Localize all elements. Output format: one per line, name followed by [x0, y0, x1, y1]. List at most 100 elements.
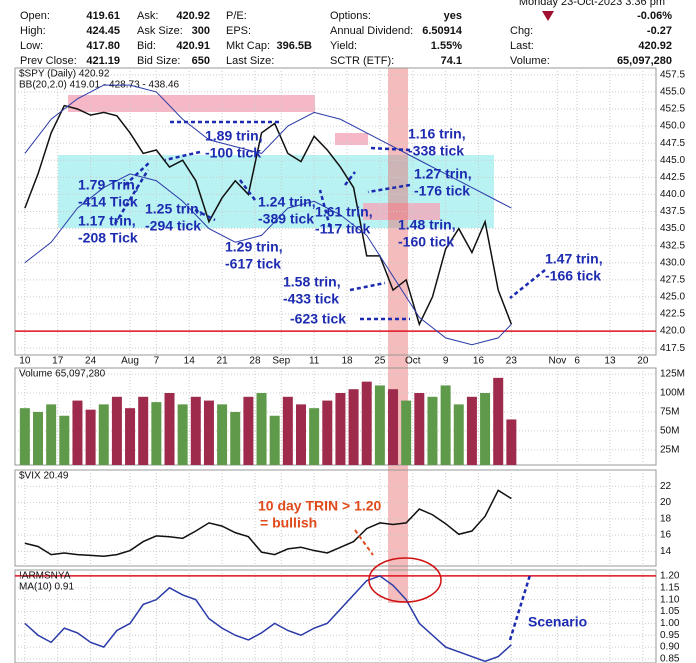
volume-bar: [322, 400, 333, 465]
x-tick-label: 20: [637, 356, 649, 367]
panel-legend: MA(10) 0.91: [19, 582, 74, 593]
down-arrow: [542, 11, 554, 21]
y-tick-label: 14: [660, 546, 672, 557]
y-tick-label: 450.0: [660, 121, 685, 132]
panel-legend: $SPY (Daily) 420.92: [19, 69, 110, 80]
panel-legend: $VIX 20.49: [19, 471, 69, 482]
quote-value: 420.92: [638, 40, 672, 52]
y-tick-label: 435.0: [660, 223, 685, 234]
volume-bar: [164, 393, 175, 465]
volume-bar: [427, 396, 438, 465]
annotation: 1.89 trin,: [205, 128, 263, 144]
resistance-zone: [363, 203, 440, 220]
y-tick-label: 22: [660, 481, 672, 492]
y-tick-label: 20: [660, 497, 672, 508]
arrow: [124, 161, 151, 186]
quote-value: 65,097,280: [617, 55, 672, 67]
x-tick-label: Sep: [272, 356, 290, 367]
annotation: -414 Tick: [78, 194, 138, 210]
arrow: [508, 574, 532, 641]
volume-bar: [98, 404, 109, 465]
resistance-zone: [335, 133, 368, 145]
volume-bar: [59, 415, 70, 465]
volume-bar: [282, 396, 293, 465]
quote-label: Chg:: [510, 25, 533, 37]
volume-bar: [453, 404, 464, 465]
volume-bar: [388, 389, 399, 465]
arrow: [367, 183, 411, 194]
x-tick-label: Aug: [121, 356, 139, 367]
x-tick-label: Nov: [548, 356, 566, 367]
arrow: [164, 150, 201, 162]
quote-label: Volume:: [510, 55, 550, 67]
x-tick-label: 14: [184, 356, 196, 367]
annotation: -208 Tick: [78, 230, 138, 246]
y-tick-label: 18: [660, 513, 672, 524]
quote-label: Open:: [20, 10, 50, 22]
arrow: [354, 529, 374, 556]
annotation: 1.25 trin,: [145, 201, 203, 217]
volume-bar: [335, 393, 346, 465]
annotation: -433 tick: [283, 291, 339, 307]
series-line: [24, 489, 512, 557]
annotation: 1.61 trin,: [315, 204, 373, 220]
timestamp: Monday 23-Oct-2023 3:36 pm: [519, 0, 665, 8]
x-tick-label: 11: [309, 356, 320, 367]
volume-bar: [46, 404, 57, 465]
volume-bar: [19, 408, 30, 465]
volume-bar: [374, 385, 385, 465]
volume-bar: [177, 404, 188, 465]
volume-bar: [85, 409, 96, 465]
y-tick-label: 442.5: [660, 172, 685, 183]
quote-value: 421.19: [86, 55, 120, 67]
x-tick-label: 6: [574, 356, 580, 367]
y-tick-label: 447.5: [660, 138, 685, 149]
arrow: [344, 171, 356, 186]
annotation: -166 tick: [545, 268, 601, 284]
quote-label: Options:: [330, 10, 371, 22]
volume-bar: [230, 411, 241, 465]
volume-bar: [414, 393, 425, 465]
quote-label: Last:: [510, 40, 534, 52]
y-tick-label: 417.5: [660, 343, 685, 354]
y-tick-label: 125M: [660, 369, 685, 380]
x-tick-label: Oct: [405, 356, 421, 367]
panel-legend: !ARMSNYA: [19, 571, 71, 582]
volume-bar: [480, 393, 491, 465]
series-line: [24, 104, 513, 327]
y-tick-label: 420.0: [660, 326, 685, 337]
annotation: 1.17 trin,: [78, 213, 136, 229]
annotation: -338 tick: [408, 143, 464, 159]
y-tick-label: 432.5: [660, 240, 685, 251]
quote-value: 396.5B: [277, 40, 313, 52]
y-tick-label: 455.0: [660, 87, 685, 98]
quote-label: SCTR (ETF):: [330, 55, 394, 67]
volume-bar: [401, 400, 412, 465]
quote-value: 417.80: [86, 40, 120, 52]
volume-bar: [506, 419, 517, 465]
x-tick-label: 16: [473, 356, 485, 367]
y-tick-label: 425.0: [660, 292, 685, 303]
y-tick-label: 430.0: [660, 257, 685, 268]
quote-label: Prev Close:: [20, 55, 77, 67]
volume-bar: [203, 400, 214, 465]
volume-bar: [243, 396, 254, 465]
x-tick-label: 24: [85, 356, 97, 367]
volume-bar: [125, 408, 136, 465]
quote-value: 1.55%: [431, 40, 462, 52]
quote-value: -0.27: [647, 25, 672, 37]
quote-label: Annual Dividend:: [330, 25, 413, 37]
volume-bar: [111, 396, 122, 465]
y-tick-label: 1.05: [660, 606, 680, 617]
y-tick-label: 25M: [660, 444, 679, 455]
annotation: Scenario: [528, 614, 587, 630]
quote-value: 300: [192, 25, 210, 37]
arrow: [349, 281, 386, 292]
volume-bar: [138, 396, 149, 465]
panel-frame: [14, 569, 657, 663]
quote-value: 419.61: [86, 10, 120, 22]
annotation: -617 tick: [225, 256, 281, 272]
y-tick-label: 1.15: [660, 582, 680, 593]
arrow: [113, 169, 150, 225]
series-line: [24, 173, 512, 346]
